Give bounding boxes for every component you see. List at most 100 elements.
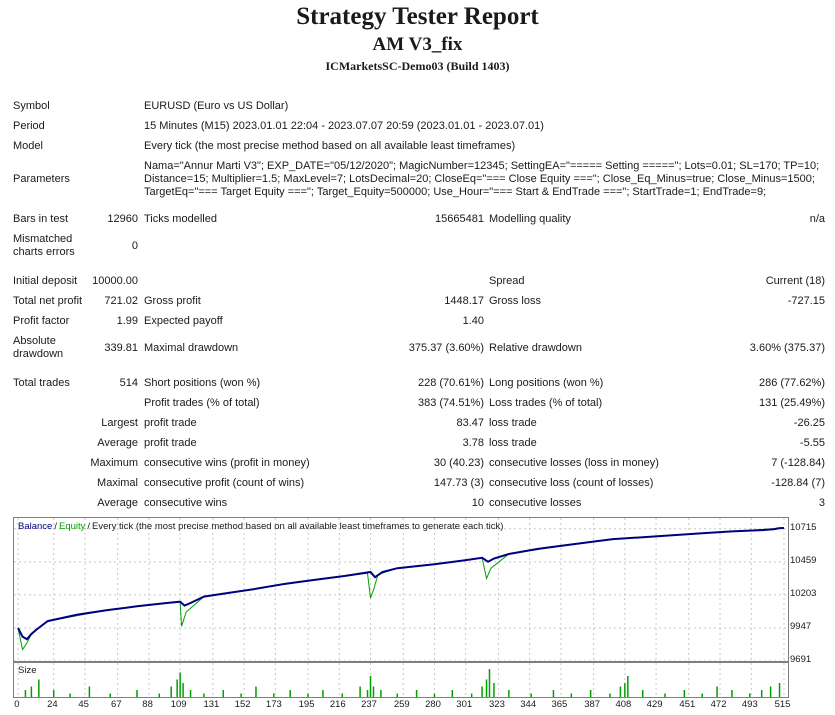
average-profit-label: profit trade (144, 437, 197, 449)
gross-loss-value: -727.15 (787, 295, 825, 307)
max-consec-losses-value: 7 (-128.84) (771, 457, 825, 469)
expert-name: AM V3_fix (372, 34, 463, 55)
balance-line (17, 527, 785, 641)
max-consec-wins-value: 30 (40.23) (433, 457, 484, 469)
maximal-dd-value: 375.37 (3.60%) (408, 342, 484, 354)
volume-bar (641, 690, 644, 697)
maximal-consec-loss-label: consecutive loss (count of losses) (489, 477, 654, 489)
volume-bar (289, 690, 291, 697)
legend-equity: Equity (58, 521, 86, 532)
volume-bar (760, 690, 763, 697)
volume-bar (322, 690, 324, 697)
x-tick-label: 259 (393, 699, 410, 710)
x-tick-label: 387 (584, 699, 601, 710)
volume-bar (369, 676, 372, 697)
symbol-label: Symbol (13, 100, 50, 112)
x-tick-label: 301 (456, 699, 473, 710)
net-profit-label: Total net profit (13, 295, 83, 307)
relative-dd-label: Relative drawdown (489, 342, 582, 354)
maximal-dd-label: Maximal drawdown (144, 342, 239, 354)
balance-chart: Balance / Equity / Every tick (the most prec… (13, 517, 789, 662)
mismatch-label-1: Mismatched (13, 233, 73, 245)
volume-bar (716, 686, 718, 697)
volume-bar (624, 683, 626, 697)
volume-bar (366, 690, 369, 697)
volume-bar (619, 686, 622, 697)
parameters-line-1: Nama="Annur Marti V3"; EXP_DATE="05/12/2… (144, 160, 820, 172)
x-tick-label: 515 (774, 699, 791, 710)
volume-bar (273, 693, 275, 697)
volume-bar (88, 686, 91, 697)
volume-bar (380, 690, 382, 697)
volume-bar (396, 693, 399, 697)
volume-chart-plot (17, 663, 785, 697)
symbol-value: EURUSD (Euro vs US Dollar) (144, 100, 289, 112)
volume-bar (30, 686, 33, 697)
largest-profit-label: profit trade (144, 417, 197, 429)
total-trades-value: 514 (119, 377, 138, 389)
volume-bar (415, 690, 418, 697)
ticks-label: Ticks modelled (144, 213, 217, 225)
volume-bar (222, 690, 225, 697)
gross-profit-value: 1448.17 (444, 295, 484, 307)
volume-bar (52, 690, 55, 697)
x-tick-label: 344 (520, 699, 537, 710)
volume-bar (530, 693, 532, 697)
x-tick-label: 429 (646, 699, 663, 710)
volume-bar (176, 679, 178, 697)
spread-value: Current (18) (765, 275, 825, 287)
volume-bar (749, 693, 751, 697)
ticks-value: 15665481 (435, 213, 484, 225)
avg-consec-wins-label: consecutive wins (144, 497, 228, 509)
mismatch-value: 0 (131, 240, 138, 252)
volume-bar (255, 686, 257, 697)
volume-bar (24, 690, 27, 697)
short-positions-label: Short positions (won %) (144, 377, 261, 389)
relative-dd-value: 3.60% (375.37) (749, 342, 825, 354)
maximum-label: Maximum (90, 457, 138, 469)
volume-bar (451, 690, 454, 697)
period-label: Period (13, 120, 45, 132)
x-tick-label: 451 (679, 699, 696, 710)
volume-bar (778, 683, 781, 697)
absolute-dd-label-2: drawdown (13, 348, 64, 360)
y-tick-label: 9691 (790, 654, 812, 665)
x-tick-label: 88 (142, 699, 153, 710)
expected-payoff-value: 1.40 (462, 315, 484, 327)
volume-title: Size (18, 665, 37, 676)
model-value: Every tick (the most precise method base… (144, 140, 516, 152)
loss-trades-value: 131 (25.49%) (758, 397, 825, 409)
volume-bar (701, 693, 703, 697)
volume-chart: Size (13, 662, 789, 698)
volume-bar (170, 686, 172, 697)
volume-bar (359, 686, 361, 697)
absolute-dd-label-1: Absolute (13, 335, 56, 347)
volume-bar (664, 693, 666, 697)
volume-bar (627, 676, 629, 697)
long-positions-value: 286 (77.62%) (758, 377, 825, 389)
average-loss-label: loss trade (489, 437, 537, 449)
short-positions-value: 228 (70.61%) (417, 377, 484, 389)
bars-label: Bars in test (13, 213, 69, 225)
volume-bar (609, 693, 611, 697)
maximal-consec-profit-label: consecutive profit (count of wins) (144, 477, 305, 489)
average-label: Average (97, 437, 138, 449)
volume-bar (372, 686, 375, 697)
avg-consec-losses-label: consecutive losses (489, 497, 582, 509)
x-tick-label: 472 (710, 699, 727, 710)
maximal-consec-profit-value: 147.73 (3) (433, 477, 484, 489)
x-tick-label: 408 (615, 699, 632, 710)
volume-bar (481, 686, 483, 697)
x-tick-label: 323 (489, 699, 505, 710)
expected-payoff-label: Expected payoff (144, 315, 223, 327)
largest-loss-label: loss trade (489, 417, 537, 429)
max-consec-wins-label: consecutive wins (profit in money) (144, 457, 310, 469)
volume-bar (182, 683, 184, 697)
x-tick-label: 237 (361, 699, 377, 710)
total-trades-label: Total trades (13, 377, 70, 389)
parameters-value: Nama="Annur Marti V3"; EXP_DATE="05/12/2… (144, 160, 834, 199)
volume-bar (158, 693, 161, 697)
mismatch-label-2: charts errors (13, 246, 75, 258)
profit-trades-value: 383 (74.51%) (417, 397, 484, 409)
volume-bar (179, 672, 181, 697)
